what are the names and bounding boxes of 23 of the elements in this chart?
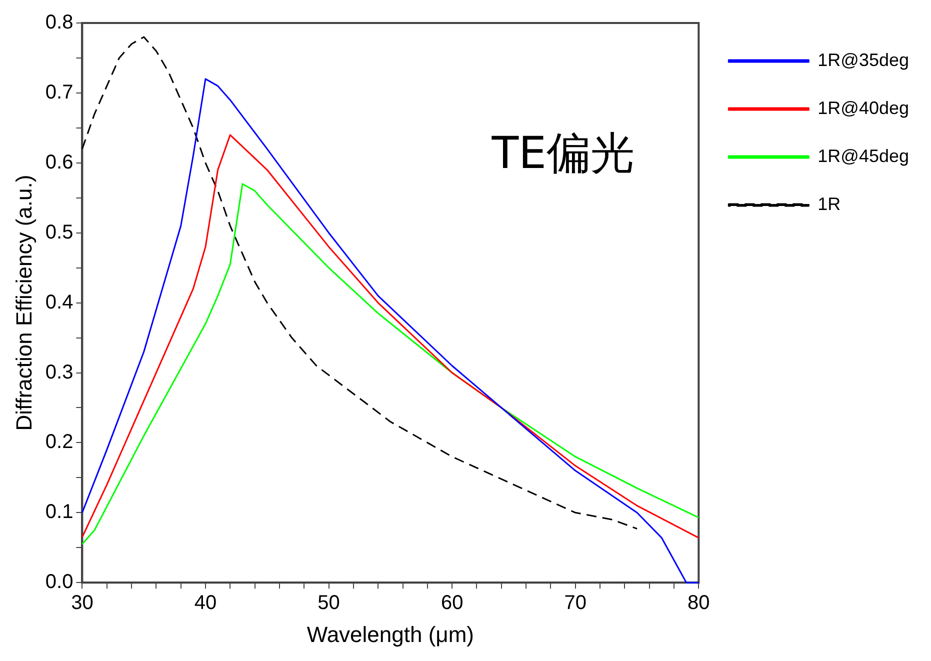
x-tick-label: 80 [688,592,710,614]
y-tick-label: 0.0 [45,571,74,594]
y-tick-label: 0.5 [45,221,74,244]
x-tick-label: 70 [564,592,586,614]
x-tick-label: 60 [440,592,464,614]
y-tick-label: 0.3 [45,361,74,384]
y-tick-label: 0.4 [45,291,74,314]
y-tick-label: 0.8 [45,12,74,34]
legend-label: 1R [818,194,841,214]
x-axis-title: Wavelength (μm) [306,622,474,647]
x-tick-label: 50 [318,592,340,614]
y-axis-title: Diffraction Efficiency (a.u.) [11,174,36,431]
annotation: TE偏光 [490,128,634,179]
legend-label: 1R@35deg [818,50,910,70]
y-tick-label: 0.1 [45,501,74,524]
line-series [81,36,638,530]
y-tick-label: 0.7 [45,81,74,104]
legend-label: 1R@45deg [818,146,910,166]
y-tick-label: 0.6 [45,151,74,174]
x-tick-label: 40 [194,592,217,614]
y-tick-label: 0.2 [45,431,74,454]
legend-label: 1R@40deg [818,98,910,118]
x-tick-label: 30 [71,592,94,614]
